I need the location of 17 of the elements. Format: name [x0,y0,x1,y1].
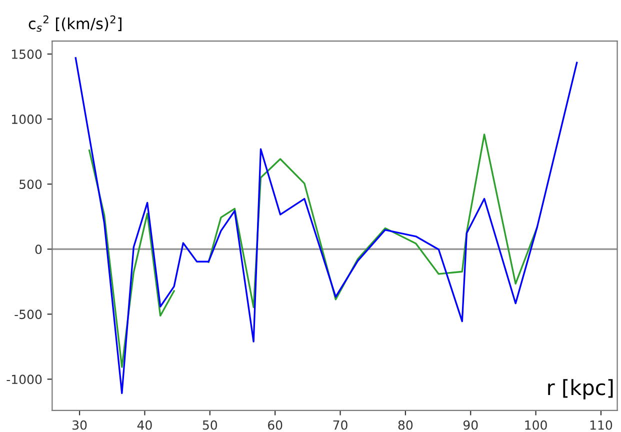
x-tick-label: 30 [72,420,87,430]
x-tick-label: 40 [137,420,152,430]
x-tick-label: 90 [463,420,478,430]
y-tick-label: 1500 [12,50,42,59]
y-tick-label: -500 [14,310,42,320]
x-axis-title: r [kpc] [548,379,613,400]
y-tick-label: 500 [20,180,42,190]
x-tick-label: 50 [202,420,218,430]
y-tick-label: -1000 [6,374,42,384]
x-tick-label: 80 [398,420,413,430]
y-tick-label: 0 [35,244,42,254]
x-tick-label: 60 [268,420,282,430]
x-tick-label: 70 [333,420,348,430]
y-axis-title: c$_{s}$$^{2}$ [(km/s)$^{2}$] [28,15,122,32]
y-tick-label: 1000 [12,114,42,124]
x-tick-label: 110 [590,420,612,430]
x-tick-label: 100 [525,420,547,430]
